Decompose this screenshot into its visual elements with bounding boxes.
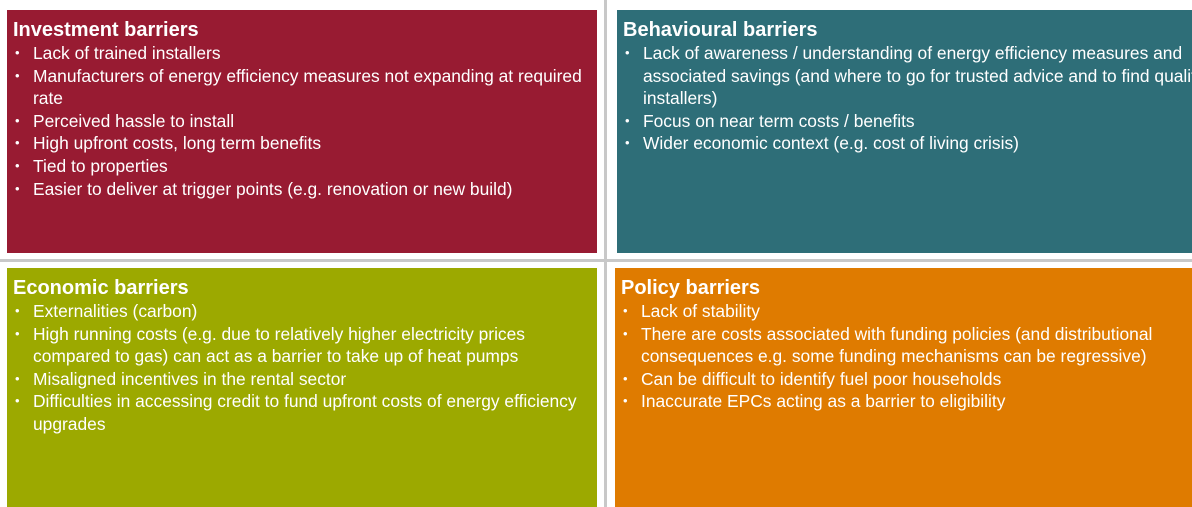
bullet-item: There are costs associated with funding … bbox=[621, 323, 1192, 368]
quadrant-title: Economic barriers bbox=[13, 277, 189, 299]
bullet-item: Can be difficult to identify fuel poor h… bbox=[621, 368, 1192, 391]
bullet-list: Lack of awareness / understanding of ene… bbox=[623, 42, 1192, 155]
quadrant-title: Policy barriers bbox=[621, 277, 760, 299]
bullet-list: Externalities (carbon)High running costs… bbox=[13, 300, 583, 436]
bullet-item: Wider economic context (e.g. cost of liv… bbox=[623, 132, 1192, 155]
bullet-item: Tied to properties bbox=[13, 155, 583, 178]
bullet-item: High running costs (e.g. due to relative… bbox=[13, 323, 583, 368]
quadrant-content: Policy barriersLack of stabilityThere ar… bbox=[621, 276, 1192, 413]
bullet-item: Inaccurate EPCs acting as a barrier to e… bbox=[621, 390, 1192, 413]
bullet-item: High upfront costs, long term benefits bbox=[13, 132, 583, 155]
bullet-item: Focus on near term costs / benefits bbox=[623, 110, 1192, 133]
divider bbox=[0, 259, 1192, 262]
bullet-item: Externalities (carbon) bbox=[13, 300, 583, 323]
bullet-item: Manufacturers of energy efficiency measu… bbox=[13, 65, 583, 110]
bullet-item: Lack of trained installers bbox=[13, 42, 583, 65]
divider bbox=[604, 0, 607, 507]
quadrant: Economic barriersExternalities (carbon)H… bbox=[7, 268, 597, 507]
bullet-item: Easier to deliver at trigger points (e.g… bbox=[13, 178, 583, 201]
quadrant: Policy barriersLack of stabilityThere ar… bbox=[615, 268, 1192, 507]
quadrant-content: Behavioural barriersLack of awareness / … bbox=[623, 18, 1192, 155]
bullet-list: Lack of trained installersManufacturers … bbox=[13, 42, 583, 200]
quadrant-content: Investment barriersLack of trained insta… bbox=[13, 18, 583, 200]
bullet-item: Misaligned incentives in the rental sect… bbox=[13, 368, 583, 391]
bullet-item: Lack of stability bbox=[621, 300, 1192, 323]
bullet-list: Lack of stabilityThere are costs associa… bbox=[621, 300, 1192, 413]
quadrant: Investment barriersLack of trained insta… bbox=[7, 10, 597, 253]
quadrant: Behavioural barriersLack of awareness / … bbox=[617, 10, 1192, 253]
quadrant-content: Economic barriersExternalities (carbon)H… bbox=[13, 276, 583, 436]
quadrant-title: Investment barriers bbox=[13, 19, 199, 41]
quadrant-title: Behavioural barriers bbox=[623, 19, 818, 41]
bullet-item: Lack of awareness / understanding of ene… bbox=[623, 42, 1192, 110]
bullet-item: Difficulties in accessing credit to fund… bbox=[13, 390, 583, 435]
bullet-item: Perceived hassle to install bbox=[13, 110, 583, 133]
